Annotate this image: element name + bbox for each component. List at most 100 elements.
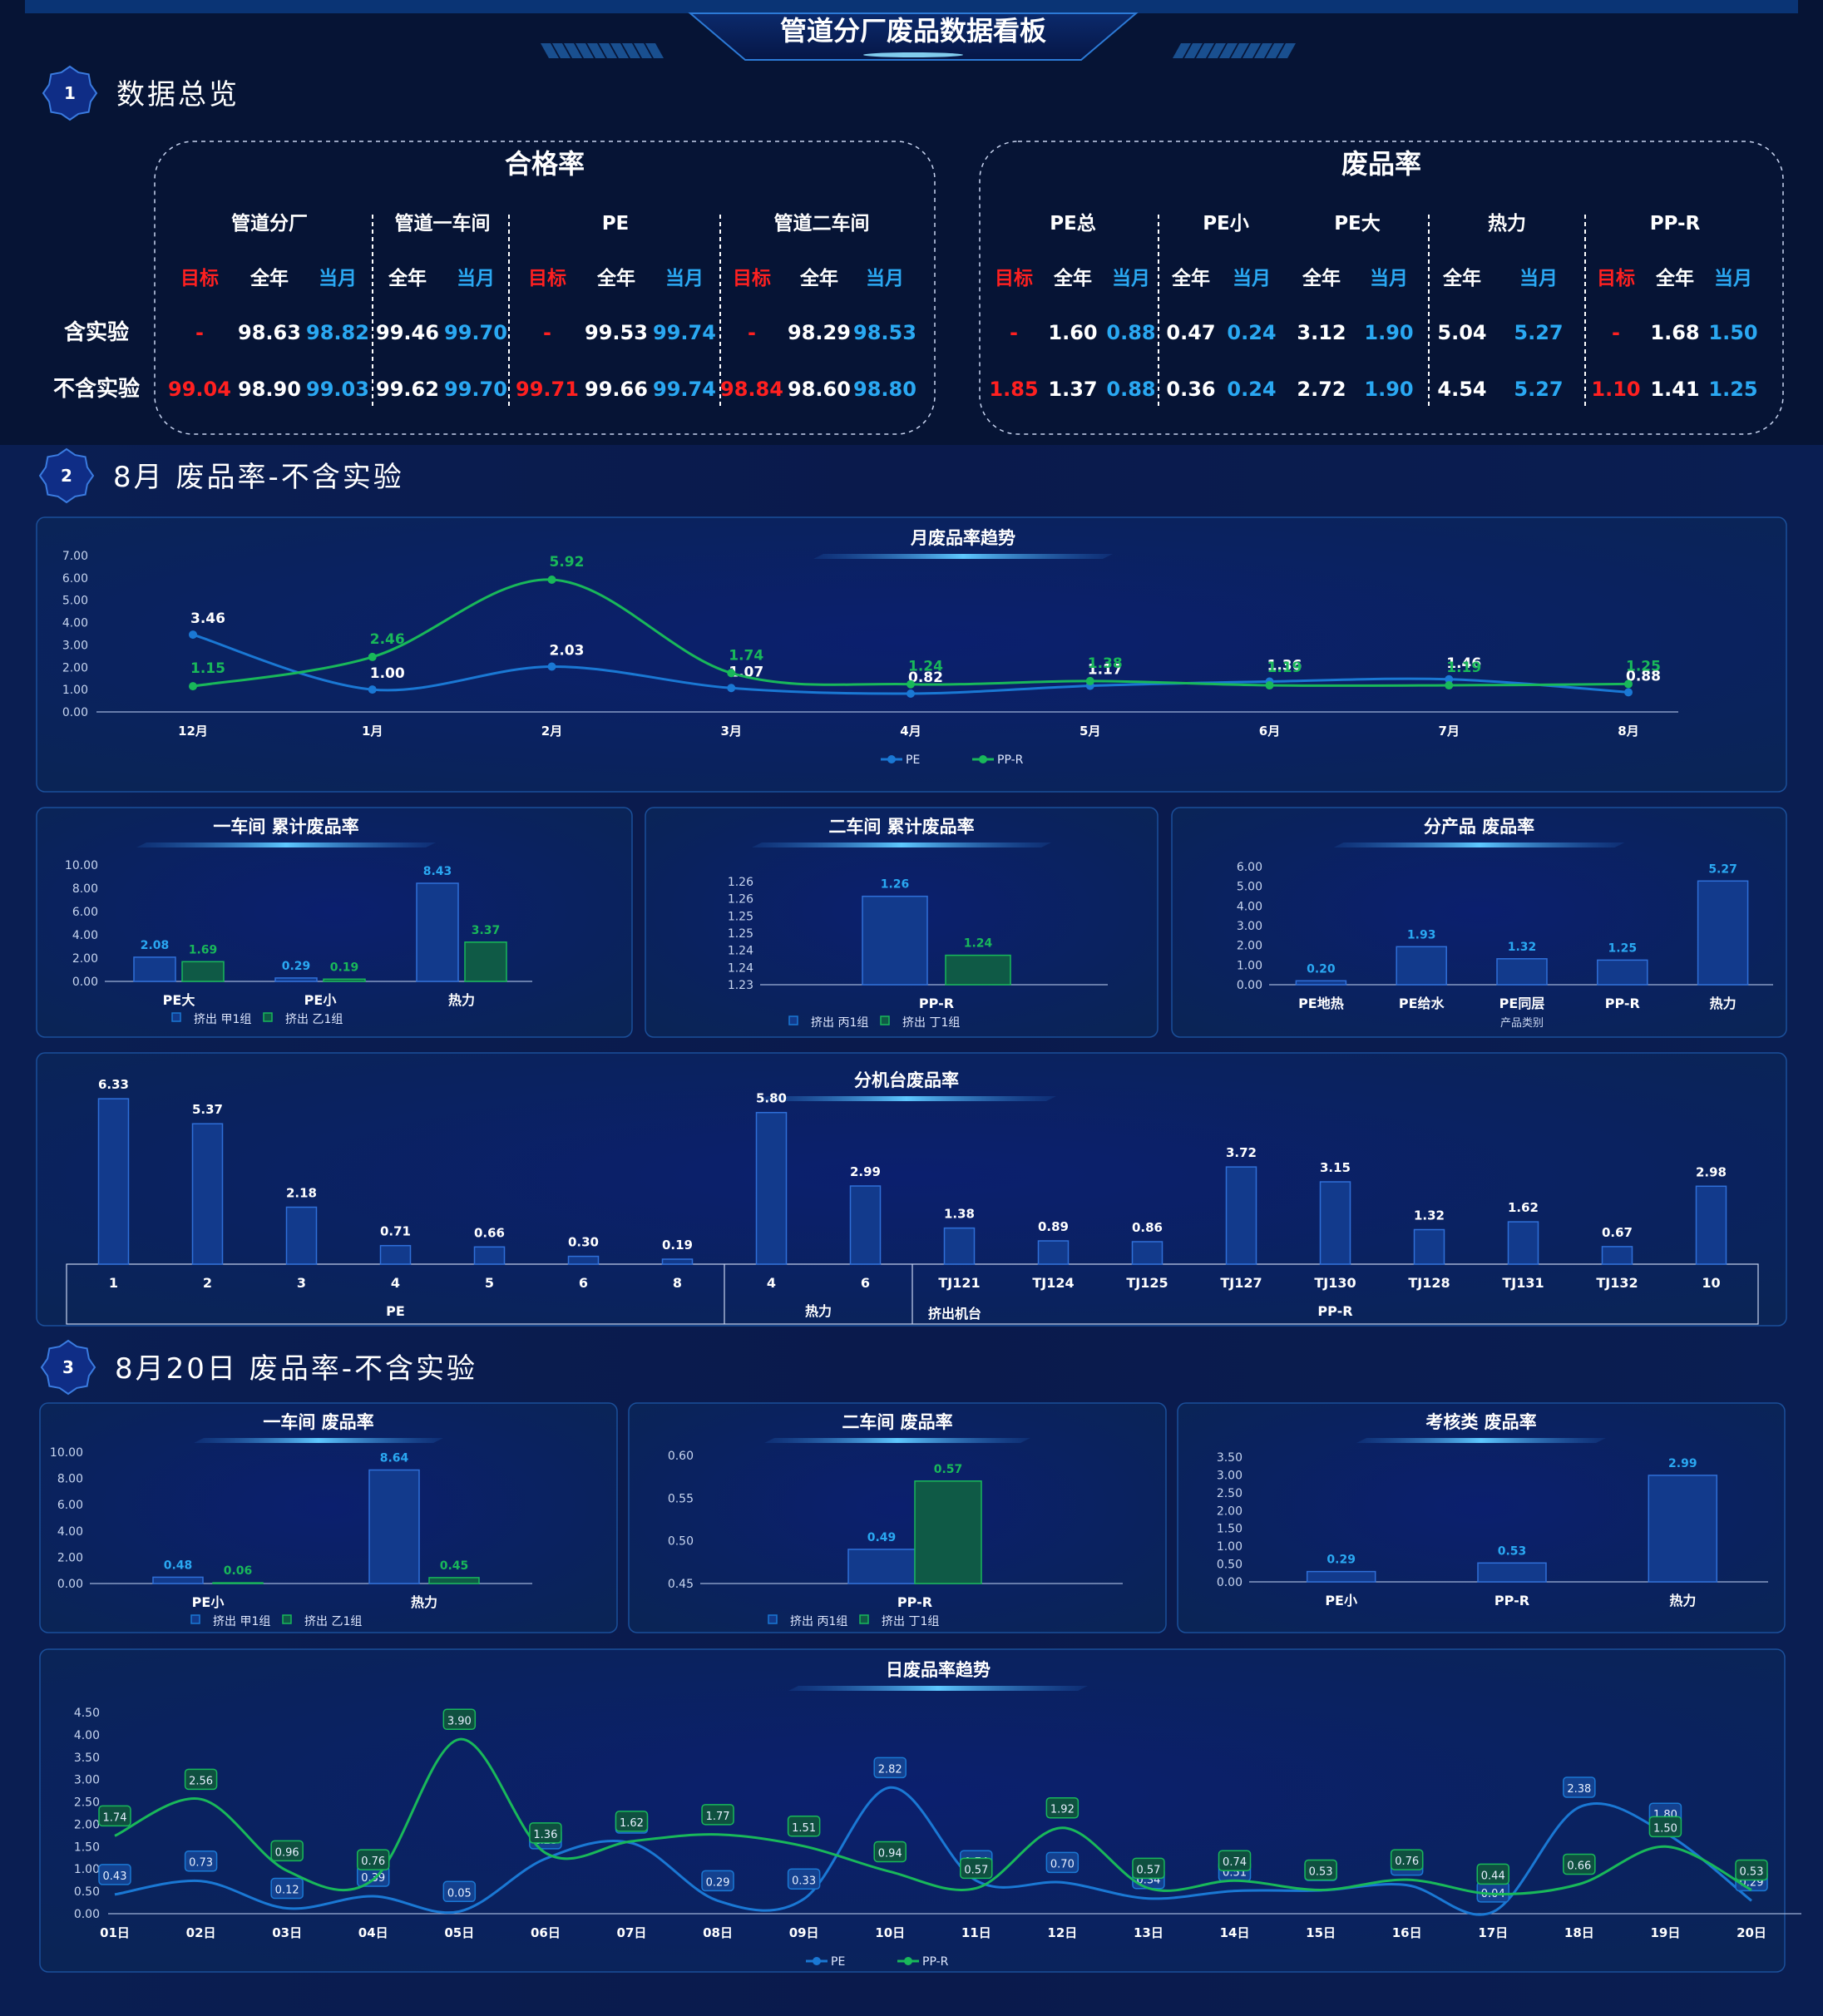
data-label: 0.20 xyxy=(1307,962,1336,976)
data-label-box xyxy=(960,1857,993,1880)
y-tick-label: 1.00 xyxy=(62,684,88,697)
column-header: 全年 xyxy=(799,267,838,289)
chart-title-underline xyxy=(1356,1438,1606,1443)
column-header: 当月 xyxy=(1714,268,1752,289)
data-label-box xyxy=(356,1849,390,1870)
bar xyxy=(473,1246,506,1265)
bar xyxy=(152,1576,204,1584)
x-tick-label: 10 xyxy=(1702,1275,1720,1291)
y-tick-label: 1.25 xyxy=(728,927,753,941)
x-tick-label: 5 xyxy=(485,1275,494,1291)
section-badge xyxy=(38,447,95,504)
y-tick-label: 6.00 xyxy=(1237,861,1262,874)
data-label: 0.45 xyxy=(440,1559,469,1573)
bar xyxy=(1225,1166,1257,1265)
data-label-box xyxy=(270,1877,304,1900)
column-header: 当月 xyxy=(665,268,704,289)
data-point xyxy=(1445,681,1454,690)
x-tick-label: 热力 xyxy=(1669,1593,1696,1608)
y-tick-label: 6.00 xyxy=(72,906,98,919)
data-label: 1.32 xyxy=(1508,941,1537,954)
header-deco-left xyxy=(564,43,582,58)
bar xyxy=(191,1123,224,1265)
data-label: 0.53 xyxy=(1740,1865,1764,1878)
y-tick-label: 8.00 xyxy=(57,1473,83,1486)
table-cell: 99.46 xyxy=(376,321,439,344)
column-header: 当月 xyxy=(319,268,357,289)
data-label: 1.51 xyxy=(792,1822,816,1835)
data-label: 0.89 xyxy=(1038,1219,1069,1234)
table-cell: 99.66 xyxy=(585,378,648,401)
series-line-pe xyxy=(114,1786,1752,1916)
data-label: 1.19 xyxy=(1446,660,1481,676)
bar xyxy=(133,956,176,982)
data-label: 2.03 xyxy=(550,642,585,659)
column-header: 当月 xyxy=(1112,268,1150,289)
bar xyxy=(1695,1185,1727,1265)
table-cell: 98.63 xyxy=(238,321,301,344)
x-tick-label: 4 xyxy=(767,1275,776,1291)
header-glow xyxy=(863,52,963,57)
table-cell: 99.74 xyxy=(653,378,716,401)
x-tick-label: 01日 xyxy=(100,1925,130,1940)
bar xyxy=(464,941,507,982)
data-label: 0.29 xyxy=(282,960,311,973)
bar xyxy=(1597,959,1648,986)
y-tick-label: 0.00 xyxy=(1237,979,1262,992)
x-tick-label: PE小 xyxy=(1325,1593,1357,1608)
table-cell: 1.85 xyxy=(989,378,1038,401)
data-label-box xyxy=(442,1708,477,1731)
header-deco-right xyxy=(1266,43,1284,58)
x-tick-label: PP-R xyxy=(897,1594,932,1610)
chart-title-underline xyxy=(757,1096,1056,1101)
data-label: 2.99 xyxy=(1668,1457,1697,1470)
x-tick-label: 10日 xyxy=(875,1925,905,1940)
data-label: 0.30 xyxy=(568,1235,599,1250)
header-deco-left xyxy=(599,43,617,58)
group-header: PP-R xyxy=(1650,213,1701,235)
x-tick-label: 08日 xyxy=(703,1925,733,1940)
y-tick-label: 0.00 xyxy=(57,1578,83,1591)
column-header: 全年 xyxy=(1442,267,1481,289)
y-tick-label: 2.00 xyxy=(1237,940,1262,953)
page-title: 管道分厂废品数据看板 xyxy=(780,15,1046,47)
legend-label: 挤出 丁1组 xyxy=(882,1615,939,1628)
x-tick-label: PE大 xyxy=(163,992,195,1008)
table-cell: 0.24 xyxy=(1227,321,1276,344)
chart-title-underline xyxy=(813,554,1113,559)
column-header: 全年 xyxy=(1053,267,1092,289)
table-cell: 99.74 xyxy=(653,321,716,344)
y-tick-label: 2.00 xyxy=(57,1551,83,1564)
by_machine-title: 分机台废品率 xyxy=(854,1070,959,1090)
column-header: 全年 xyxy=(596,267,635,289)
table-cell: 98.82 xyxy=(306,321,369,344)
data-label: 8.64 xyxy=(380,1451,409,1465)
column-header: 当月 xyxy=(1370,268,1408,289)
table-cell: 99.04 xyxy=(168,378,231,401)
column-header: 当月 xyxy=(457,268,495,289)
chart-title-underline xyxy=(194,1438,443,1443)
column-header: 当月 xyxy=(1233,268,1271,289)
data-label-box xyxy=(184,1768,218,1791)
header-deco-right xyxy=(1173,43,1191,58)
table-cell: 0.24 xyxy=(1227,378,1276,401)
data-label-box xyxy=(1390,1849,1424,1870)
data-label: 0.71 xyxy=(380,1224,411,1239)
section-title: 8月20日 废品率-不含实验 xyxy=(115,1352,477,1386)
header-deco-left xyxy=(576,43,594,58)
y-tick-label: 1.26 xyxy=(728,876,753,889)
bar xyxy=(1396,946,1447,986)
data-label: 5.37 xyxy=(192,1102,223,1117)
table-cell: - xyxy=(195,321,204,344)
daily_trend-title: 日废品率趋势 xyxy=(886,1660,991,1680)
data-label: 0.67 xyxy=(1602,1225,1633,1240)
monthly_trend-panel xyxy=(36,516,1787,793)
x-tick-label: 06日 xyxy=(531,1925,561,1940)
table-cell: 99.03 xyxy=(306,378,369,401)
y-tick-label: 2.50 xyxy=(74,1796,100,1810)
table-cell: 99.53 xyxy=(585,321,648,344)
data-label-box xyxy=(873,1757,907,1779)
chart-title-underline xyxy=(136,842,436,847)
data-label-box xyxy=(873,1841,907,1863)
